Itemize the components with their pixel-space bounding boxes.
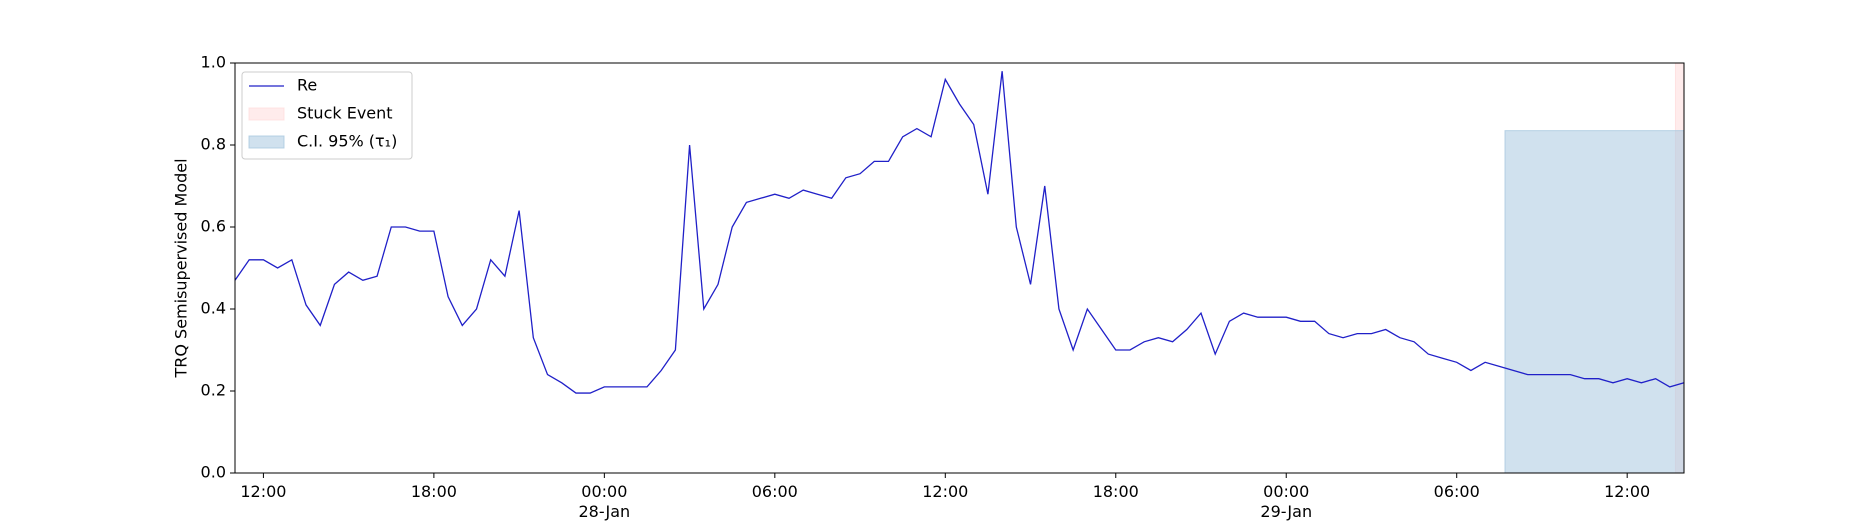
y-tick-label: 1.0 xyxy=(201,53,226,72)
legend-label: Stuck Event xyxy=(297,104,393,123)
x-tick-label: 18:00 xyxy=(1092,482,1139,501)
x-tick-label: 18:00 xyxy=(410,482,457,501)
legend-label: Re xyxy=(297,76,317,95)
x-tick-label: 06:00 xyxy=(1433,482,1480,501)
legend-swatch xyxy=(248,135,285,149)
legend-label: C.I. 95% (τ₁) xyxy=(297,132,397,151)
x-tick-label: 06:00 xyxy=(751,482,798,501)
y-tick-label: 0.6 xyxy=(201,217,226,236)
shaded-area xyxy=(1504,130,1685,474)
y-axis-label: TRQ Semisupervised Model xyxy=(172,158,191,378)
y-tick-label: 0.4 xyxy=(201,299,226,318)
y-tick-label: 0.2 xyxy=(201,381,226,400)
x-tick-label: 12:00 xyxy=(1604,482,1651,501)
x-tick-label: 00:00 29-Jan xyxy=(1260,482,1313,521)
x-tick-label: 12:00 xyxy=(922,482,969,501)
legend-swatch xyxy=(248,107,285,121)
y-tick-label: 0.0 xyxy=(201,463,226,482)
data-line xyxy=(234,71,1685,394)
plot-frame xyxy=(234,62,1685,474)
y-tick-label: 0.8 xyxy=(201,135,226,154)
x-tick-label: 00:00 28-Jan 1999 xyxy=(578,482,631,525)
x-tick-label: 12:00 xyxy=(240,482,287,501)
